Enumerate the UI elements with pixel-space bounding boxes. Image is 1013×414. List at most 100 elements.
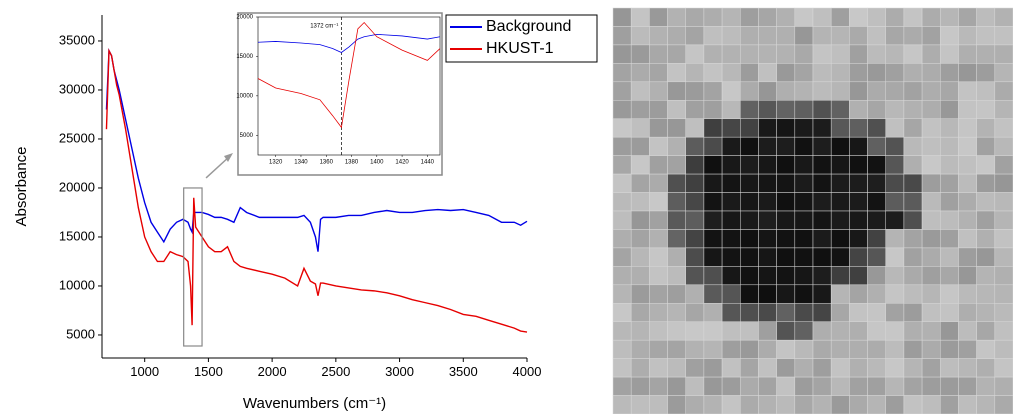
micrograph — [612, 7, 1013, 414]
pixel — [740, 81, 759, 101]
pixel — [958, 155, 977, 175]
pixel — [812, 303, 832, 322]
pixel — [758, 155, 777, 175]
pixel — [830, 155, 850, 175]
pixel — [630, 136, 650, 156]
pixel — [776, 395, 796, 414]
pixel — [921, 81, 941, 101]
pixel — [740, 118, 759, 138]
pixel — [649, 7, 668, 27]
pixel — [940, 395, 959, 414]
pixel — [903, 118, 923, 138]
pixel — [994, 358, 1013, 378]
pixel — [867, 44, 886, 64]
pixel — [685, 44, 705, 64]
pixel — [740, 266, 759, 286]
pixel — [885, 339, 905, 359]
pixel — [812, 376, 832, 396]
pixel — [867, 118, 886, 138]
pixel — [667, 26, 686, 46]
pixel — [721, 266, 741, 286]
pixel — [667, 247, 686, 267]
pixel — [921, 136, 941, 156]
pixel — [630, 155, 650, 175]
pixel — [630, 192, 650, 212]
pixel — [630, 81, 650, 101]
pixel — [976, 210, 996, 230]
pixel — [921, 26, 941, 46]
pixel — [830, 192, 850, 212]
pixel — [758, 229, 777, 249]
pixel — [630, 100, 650, 119]
pixel — [958, 339, 977, 359]
pixel — [703, 303, 723, 322]
pixel — [903, 376, 923, 396]
pixel — [649, 247, 668, 267]
pixel — [976, 26, 996, 46]
pixel — [903, 81, 923, 101]
pixel — [758, 136, 777, 156]
pixel — [721, 247, 741, 267]
pixel — [794, 229, 814, 249]
x-tick-label: 4000 — [513, 364, 542, 379]
pixel — [867, 395, 886, 414]
pixel — [921, 284, 941, 304]
pixel — [685, 100, 705, 119]
pixel — [903, 26, 923, 46]
pixel — [885, 284, 905, 304]
x-tick-label: 1340 — [294, 159, 308, 165]
pixel — [867, 63, 886, 83]
pixel — [649, 376, 668, 396]
pixel — [940, 303, 959, 322]
pixel — [812, 321, 832, 341]
pixel — [885, 7, 905, 27]
pixel — [940, 118, 959, 138]
pixel — [921, 100, 941, 119]
pixel — [721, 284, 741, 304]
pixel — [867, 376, 886, 396]
pixel — [758, 44, 777, 64]
pixel — [940, 358, 959, 378]
pixel — [867, 173, 886, 193]
pixel — [758, 192, 777, 212]
pixel — [776, 284, 796, 304]
pixel — [994, 155, 1013, 175]
pixel — [940, 210, 959, 230]
pixel — [830, 44, 850, 64]
legend-box — [445, 14, 598, 63]
x-tick-label: 1420 — [395, 159, 409, 165]
pixel — [703, 284, 723, 304]
pixel — [685, 247, 705, 267]
pixel — [630, 321, 650, 341]
pixel — [703, 81, 723, 101]
pixel — [903, 303, 923, 322]
pixel — [849, 118, 868, 138]
pixel — [867, 155, 886, 175]
pixel — [812, 339, 832, 359]
pixel — [976, 339, 996, 359]
pixel — [794, 395, 814, 414]
pixel — [903, 155, 923, 175]
pixel — [830, 81, 850, 101]
pixel — [994, 376, 1013, 396]
pixel — [630, 358, 650, 378]
pixel — [667, 210, 686, 230]
pixel — [758, 376, 777, 396]
pixel — [940, 229, 959, 249]
pixel — [830, 118, 850, 138]
pixel — [776, 376, 796, 396]
pixel — [758, 247, 777, 267]
pixel — [703, 155, 723, 175]
pixel — [630, 284, 650, 304]
pixel — [940, 321, 959, 341]
pixel — [958, 284, 977, 304]
pixel — [885, 321, 905, 341]
pixel — [830, 321, 850, 341]
pixel — [703, 247, 723, 267]
pixel — [921, 303, 941, 322]
pixel — [776, 173, 796, 193]
pixel — [885, 303, 905, 322]
pixel — [921, 118, 941, 138]
pixel — [976, 266, 996, 286]
pixel — [776, 81, 796, 101]
